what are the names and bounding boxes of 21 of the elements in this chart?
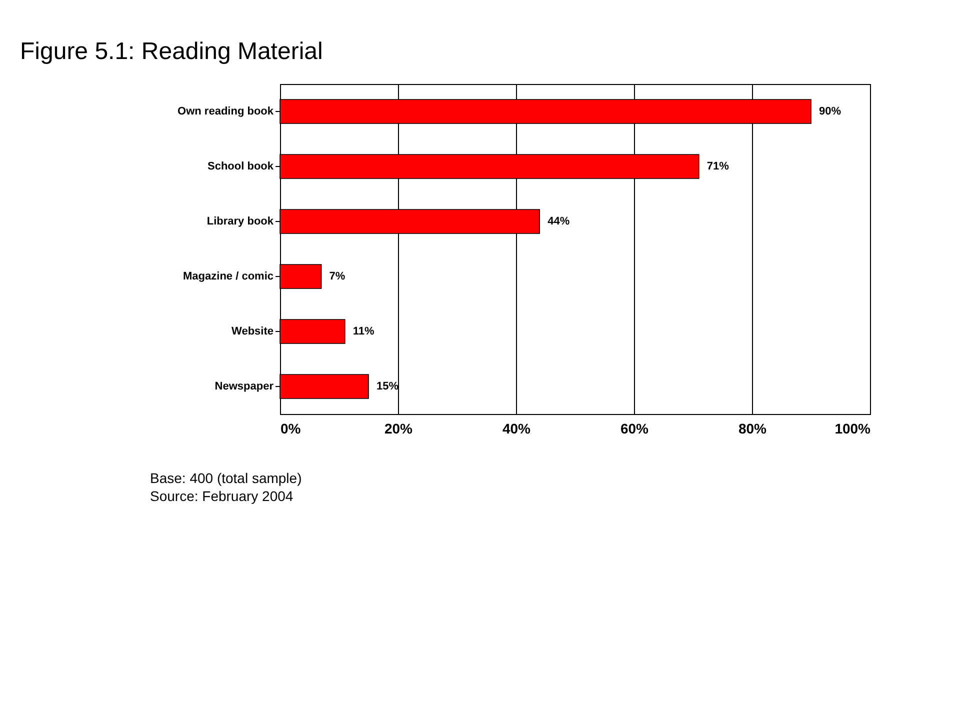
y-tick-label: Newspaper <box>214 380 274 392</box>
data-label: 7% <box>329 270 346 282</box>
y-tick-label: Own reading book <box>178 106 274 118</box>
text: Base: 400 (total sample) <box>150 470 302 486</box>
data-label: 71% <box>706 160 730 172</box>
x-tick-label: 40% <box>502 420 532 436</box>
data-label: 44% <box>548 216 570 228</box>
x-tick-label: 0% <box>280 420 302 436</box>
data-label: 90% <box>819 106 842 118</box>
source-note: Source: February 2004 <box>150 488 294 504</box>
x-tick-label: 60% <box>620 420 650 436</box>
y-tick-label: School book <box>208 160 274 172</box>
data-label: 15% <box>376 380 399 392</box>
x-tick-label: 80% <box>738 420 768 436</box>
chart-title: Figure 5.1: Reading Material <box>20 38 323 65</box>
y-tick-label: Website <box>232 326 274 338</box>
y-tick-label: Library book <box>206 216 274 228</box>
y-tick-label: Magazine / comic <box>183 270 274 282</box>
data-label: 11% <box>352 326 375 338</box>
x-tick-label: 100% <box>834 420 872 436</box>
x-tick-label: 20% <box>384 420 414 436</box>
